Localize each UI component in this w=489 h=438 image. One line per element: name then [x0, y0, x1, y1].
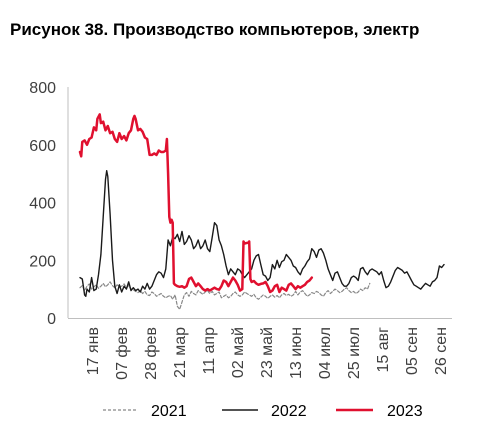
x-tick-label: 21 мар [172, 327, 189, 378]
legend: 2021 2022 2023 [103, 403, 423, 420]
series-group [78, 113, 445, 310]
y-tick-label: 800 [29, 80, 56, 97]
y-axis: 0 200 400 600 800 [29, 80, 56, 328]
y-tick-label: 0 [47, 311, 56, 328]
x-tick-label: 26 сен [433, 327, 450, 375]
x-tick-label: 02 май [230, 327, 247, 378]
x-tick-label: 04 июл [317, 327, 334, 379]
x-tick-label: 11 апр [201, 327, 218, 375]
series-line-2022 [79, 170, 445, 297]
series-line-2021 [79, 281, 371, 310]
y-tick-label: 400 [29, 196, 56, 213]
x-tick-label: 05 сен [404, 327, 421, 375]
x-tick-label: 23 май [259, 327, 276, 378]
x-tick-label: 25 июл [346, 327, 363, 379]
chart-title: Рисунок 38. Производство компьютеров, эл… [10, 20, 420, 39]
x-tick-label: 17 янв [85, 327, 102, 375]
y-tick-label: 600 [29, 138, 56, 155]
x-tick-label: 13 июн [288, 327, 305, 379]
x-tick-label: 07 фев [114, 327, 131, 380]
series-line-2023 [78, 113, 314, 294]
x-tick-label: 28 фев [143, 327, 160, 380]
x-tick-label: 15 авг [375, 327, 392, 373]
legend-label-2022: 2022 [271, 403, 307, 420]
y-tick-label: 200 [29, 253, 56, 270]
legend-label-2021: 2021 [151, 403, 187, 420]
x-axis: 17 янв 07 фев 28 фев 21 мар 11 апр 02 май 23 м… [85, 327, 450, 380]
legend-label-2023: 2023 [387, 403, 423, 420]
